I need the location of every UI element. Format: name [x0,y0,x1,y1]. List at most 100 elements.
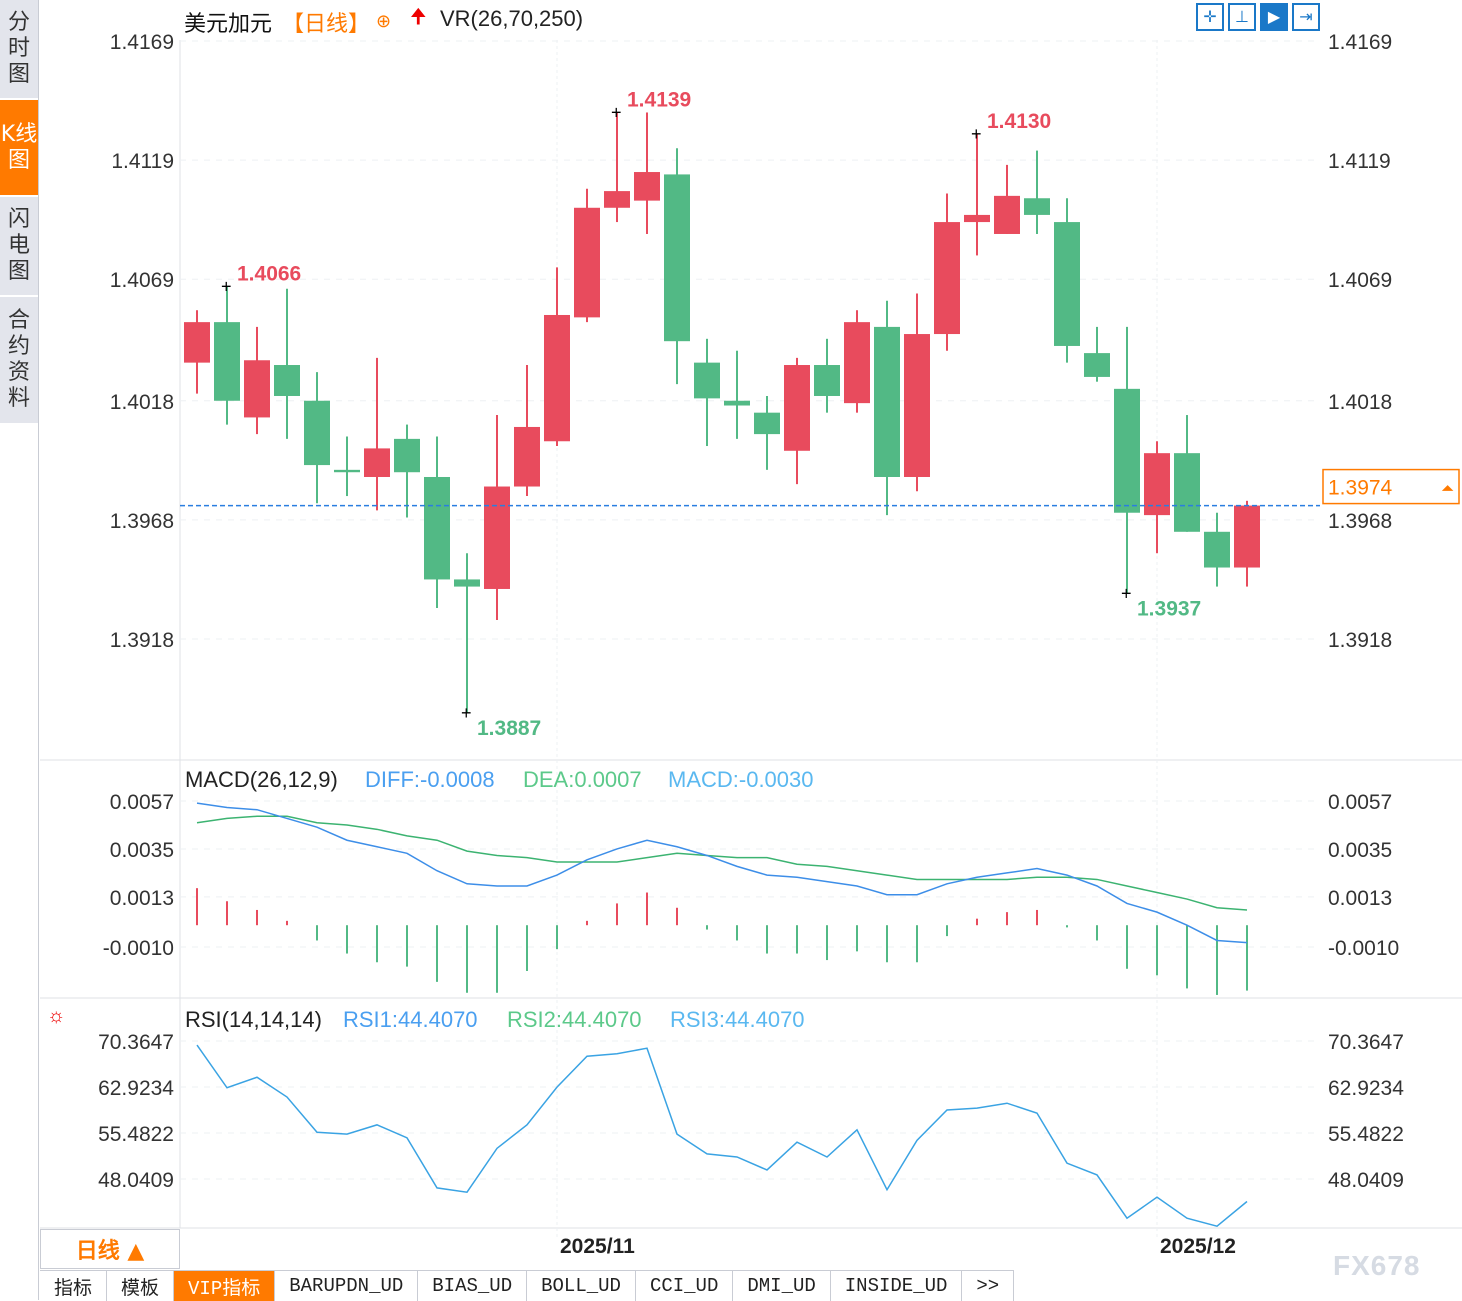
price-ytick-left: 1.4119 [111,150,174,173]
scroll-right-icon[interactable]: ⇥ [1292,3,1320,31]
price-ytick-right: 1.3968 [1328,510,1392,533]
extreme-marker: + [971,124,982,144]
price-ytick-right: 1.4119 [1328,150,1391,173]
extreme-marker: + [1121,584,1132,604]
rsi-ytick-left: 62.9234 [98,1077,174,1100]
tab-cci[interactable]: CCI_UD [636,1271,734,1301]
candle-up [544,314,570,442]
current-price-label: 1.3974 [1328,477,1393,500]
price-ytick-left: 1.3968 [110,510,174,533]
chart-toolbar: ✛ ⊥ ▶ ⇥ [1196,3,1320,31]
high-price-label: 1.4130 [987,110,1051,133]
crosshair-icon[interactable]: ⊕ [376,11,392,31]
range-icon[interactable]: ⊥ [1228,3,1256,31]
rsi-ytick-left: 48.0409 [98,1169,174,1192]
candle-up [784,365,810,451]
candle-up [484,486,510,589]
candle-up [964,214,990,223]
candle-up [364,448,390,477]
macd-ytick-left: 0.0013 [110,887,174,910]
price-ytick-right: 1.4018 [1328,391,1392,414]
extreme-marker: + [221,276,232,296]
macd-ytick-left: 0.0035 [110,839,174,862]
up-arrow-icon: ⏶ [1441,481,1454,498]
macd-title: MACD(26,12,9) [185,767,338,792]
tab-dmi[interactable]: DMI_UD [733,1271,831,1301]
tab-more[interactable]: >> [962,1271,1015,1301]
rsi-line [196,1044,1248,1228]
up-arrow-icon[interactable]: 🠉 [410,6,427,28]
candle-up [1144,453,1170,516]
macd-ytick-right: -0.0010 [1328,937,1399,960]
candle-down [214,322,240,401]
price-ytick-right: 1.4169 [1328,31,1392,54]
price-ytick-left: 1.3918 [110,629,174,652]
high-price-label: 1.4066 [237,262,301,285]
sidebar-item-flash[interactable]: 闪电图 [0,197,38,297]
rsi-ytick-left: 70.3647 [98,1031,174,1054]
symbol-title: 美元加元 [184,11,273,36]
indicator-tabs: 指标 模板 VIP指标 BARUPDN_UD BIAS_UD BOLL_UD C… [40,1270,1015,1301]
candle-up [634,172,660,201]
candle-down [1054,222,1080,346]
rsi3-value: RSI3:44.4070 [670,1007,805,1032]
rsi-ytick-left: 55.4822 [98,1123,174,1146]
candle-up [934,222,960,335]
tab-templates[interactable]: 模板 [107,1271,175,1301]
candle-down [754,412,780,435]
candle-down [1024,198,1050,215]
candle-down [1084,353,1110,377]
price-ytick-left: 1.4169 [110,31,174,54]
play-icon[interactable]: ▶ [1260,3,1288,31]
crosshair-icon[interactable]: ✛ [1196,3,1224,31]
date-tick: 2025/11 [560,1235,635,1258]
tab-bias[interactable]: BIAS_UD [418,1271,528,1301]
rsi-ytick-right: 62.9234 [1328,1077,1404,1100]
dea-value: DEA:0.0007 [523,767,642,792]
candle-down [304,400,330,466]
price-ytick-right: 1.3918 [1328,629,1392,652]
price-ytick-left: 1.4018 [110,391,174,414]
candle-up [904,334,930,477]
rsi-title: RSI(14,14,14) [185,1007,322,1032]
settings-sun-icon: ☼ [47,1005,65,1027]
tab-barupdn[interactable]: BARUPDN_UD [275,1271,419,1301]
tab-boll[interactable]: BOLL_UD [527,1271,636,1301]
candle-up [514,426,540,487]
sidebar-item-kline[interactable]: K线图 [0,100,38,197]
candle-down [1174,453,1200,532]
period-button[interactable]: 日线 ▲ [40,1229,180,1269]
diff-value: DIFF:-0.0008 [365,767,495,792]
period-label: 【日线】 [282,11,371,36]
dea-line [196,815,1248,911]
low-price-label: 1.3937 [1137,598,1201,621]
rsi-ytick-right: 55.4822 [1328,1123,1404,1146]
macd-ytick-right: 0.0057 [1328,791,1392,814]
extreme-marker: + [461,703,472,723]
candle-up [184,322,210,363]
tab-indicators[interactable]: 指标 [40,1271,108,1301]
macd-ytick-right: 0.0013 [1328,887,1392,910]
rsi2-value: RSI2:44.4070 [507,1007,642,1032]
tab-inside[interactable]: INSIDE_UD [831,1271,963,1301]
rsi-ytick-right: 70.3647 [1328,1031,1404,1054]
candle-up [844,322,870,404]
sidebar-item-contract-info[interactable]: 合约资料 [0,297,38,425]
candle-down [1204,531,1230,568]
candle-up [604,191,630,208]
candle-up [574,207,600,318]
candle-up [244,360,270,418]
sidebar-item-intraday[interactable]: 分时图 [0,0,38,100]
rsi-ytick-right: 48.0409 [1328,1169,1404,1192]
candle-down [274,365,300,396]
macd-ytick-left: 0.0057 [110,791,174,814]
candle-down [724,400,750,406]
tab-vip-indicators[interactable]: VIP指标 [174,1271,276,1301]
candle-down [334,469,360,473]
candle-down [454,579,480,587]
current-price-box [1322,468,1460,505]
macd-ytick-left: -0.0010 [103,937,174,960]
candle-down [814,365,840,396]
candle-down [1114,388,1140,513]
